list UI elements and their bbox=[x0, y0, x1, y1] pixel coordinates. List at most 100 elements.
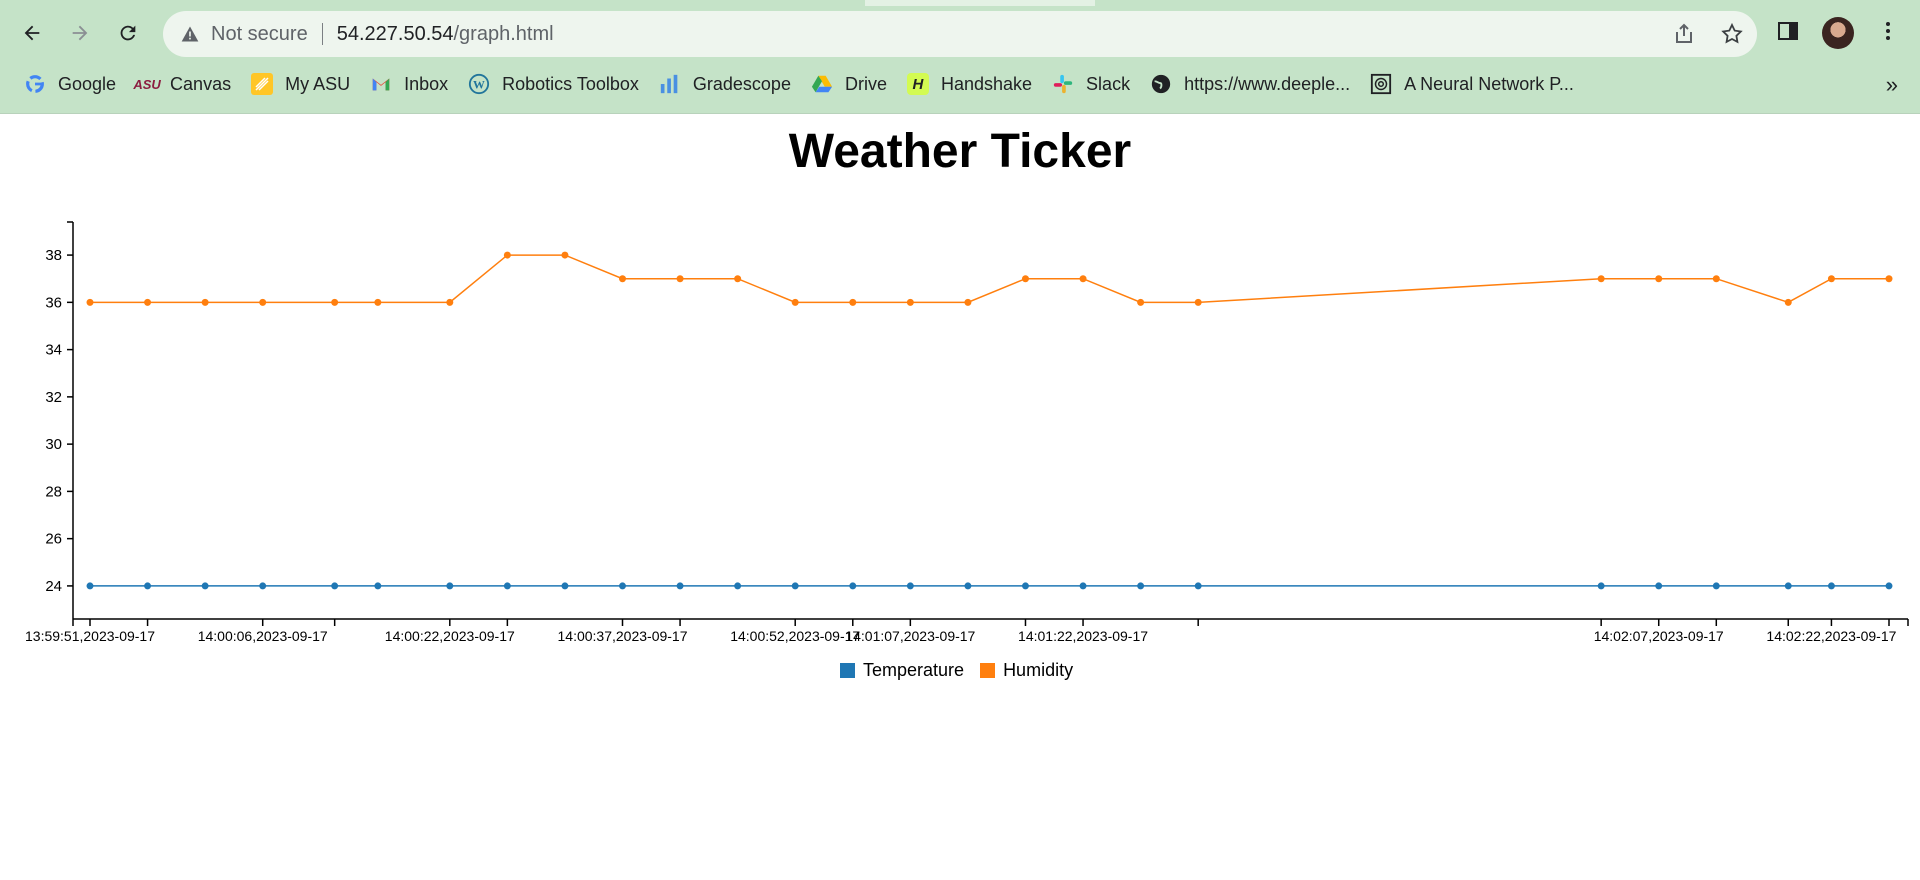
data-point-temperature bbox=[1137, 582, 1145, 590]
x-tick-label: 14:01:07,2023-09-17 bbox=[845, 628, 975, 644]
bookmark-inbox[interactable]: Inbox bbox=[360, 67, 458, 101]
data-point-humidity bbox=[1655, 275, 1663, 283]
data-point-temperature bbox=[1827, 582, 1835, 590]
data-point-temperature bbox=[259, 582, 267, 590]
data-point-humidity bbox=[676, 275, 684, 283]
data-point-humidity bbox=[1885, 275, 1893, 283]
data-point-temperature bbox=[849, 582, 857, 590]
gradescope-icon bbox=[659, 73, 681, 95]
data-point-temperature bbox=[1712, 582, 1720, 590]
data-point-temperature bbox=[561, 582, 569, 590]
data-point-humidity bbox=[374, 298, 382, 306]
data-point-humidity bbox=[561, 251, 569, 259]
bookmark-label: Canvas bbox=[170, 73, 232, 94]
back-button[interactable] bbox=[12, 13, 52, 53]
data-point-humidity bbox=[1137, 298, 1145, 306]
y-tick-label: 26 bbox=[45, 531, 62, 548]
bookmark-gradescope[interactable]: Gradescope bbox=[649, 67, 801, 101]
bookmark-my-asu[interactable]: My ASU bbox=[241, 67, 360, 101]
x-tick-label: 13:59:51,2023-09-17 bbox=[25, 628, 155, 644]
data-point-temperature bbox=[503, 582, 511, 590]
data-point-temperature bbox=[1655, 582, 1663, 590]
data-point-temperature bbox=[619, 582, 627, 590]
data-point-humidity bbox=[1194, 298, 1202, 306]
url-path: /graph.html bbox=[453, 22, 554, 45]
tab-strip bbox=[0, 0, 1920, 6]
security-status[interactable]: Not secure bbox=[211, 22, 308, 45]
reload-button[interactable] bbox=[108, 13, 148, 53]
bookmark-google[interactable]: Google bbox=[14, 67, 126, 101]
bookmark-slack[interactable]: Slack bbox=[1042, 67, 1140, 101]
forward-button[interactable] bbox=[60, 13, 100, 53]
x-tick-label: 14:00:22,2023-09-17 bbox=[385, 628, 515, 644]
google-icon bbox=[24, 73, 46, 95]
profile-avatar[interactable] bbox=[1822, 17, 1854, 49]
bookmark-star-icon[interactable] bbox=[1719, 21, 1745, 47]
svg-text:W: W bbox=[473, 78, 485, 92]
bookmark-label: Drive bbox=[844, 73, 887, 94]
bookmark-label: Gradescope bbox=[692, 73, 791, 94]
data-point-temperature bbox=[86, 582, 94, 590]
page-title: Weather Ticker bbox=[788, 125, 1132, 178]
data-point-humidity bbox=[1079, 275, 1087, 283]
warning-triangle-icon[interactable] bbox=[179, 23, 201, 45]
bookmark-neural-network[interactable]: A Neural Network P... bbox=[1360, 67, 1584, 101]
data-point-humidity bbox=[906, 298, 914, 306]
y-tick-label: 38 bbox=[45, 247, 62, 264]
bookmark-label: Handshake bbox=[940, 73, 1033, 94]
url-host: 54.227.50.54 bbox=[336, 22, 454, 45]
bookmark-drive[interactable]: Drive bbox=[801, 67, 897, 101]
legend-label-temperature: Temperature bbox=[863, 660, 965, 680]
data-point-humidity bbox=[503, 251, 511, 259]
data-point-humidity bbox=[1712, 275, 1720, 283]
data-point-humidity bbox=[849, 298, 857, 306]
data-point-humidity bbox=[144, 298, 152, 306]
data-point-temperature bbox=[906, 582, 914, 590]
bookmark-deeplearning[interactable]: https://www.deeple... bbox=[1140, 67, 1360, 101]
address-bar[interactable]: Not secure 54.227.50.54/graph.html bbox=[163, 11, 1757, 57]
data-point-temperature bbox=[331, 582, 339, 590]
myasu-icon bbox=[251, 73, 274, 95]
active-tab-indicator[interactable] bbox=[865, 0, 1095, 6]
data-point-humidity bbox=[1597, 275, 1605, 283]
data-point-temperature bbox=[1784, 582, 1792, 590]
side-panel-icon[interactable] bbox=[1776, 19, 1800, 48]
share-icon[interactable] bbox=[1671, 21, 1697, 47]
page-content: Weather Ticker 24 26 28 30 32 34 36 38 13:59:51,… bbox=[0, 114, 1920, 880]
data-point-humidity bbox=[1784, 298, 1792, 306]
data-point-temperature bbox=[676, 582, 684, 590]
x-tick-label: 14:02:22,2023-09-17 bbox=[1766, 628, 1896, 644]
divider bbox=[0, 113, 1920, 114]
chart-legend: Temperature Humidity bbox=[840, 660, 1079, 681]
x-tick-label: 14:02:07,2023-09-17 bbox=[1594, 628, 1724, 644]
bookmark-handshake[interactable]: H Handshake bbox=[897, 67, 1042, 101]
browser-toolbar: Not secure 54.227.50.54/graph.html bbox=[0, 6, 1920, 60]
more-menu-icon[interactable] bbox=[1876, 19, 1900, 48]
url-text[interactable]: 54.227.50.54/graph.html bbox=[337, 23, 554, 46]
y-tick-label: 36 bbox=[45, 294, 62, 311]
x-tick-label: 14:00:06,2023-09-17 bbox=[198, 628, 328, 644]
asu-icon: ASU bbox=[133, 76, 161, 92]
y-tick-label: 34 bbox=[45, 342, 62, 359]
bookmark-label: Slack bbox=[1086, 73, 1131, 94]
data-point-humidity bbox=[331, 298, 339, 306]
bookmarks-overflow-button[interactable]: » bbox=[1885, 72, 1898, 97]
data-point-humidity bbox=[259, 298, 267, 306]
data-point-temperature bbox=[791, 582, 799, 590]
gmail-icon bbox=[370, 73, 392, 95]
globe-icon bbox=[1150, 73, 1172, 95]
data-point-humidity bbox=[964, 298, 972, 306]
bookmarks-bar: Google ASU Canvas My ASU Inbox W Robotic… bbox=[14, 63, 1584, 105]
data-point-humidity bbox=[619, 275, 627, 283]
data-point-temperature bbox=[1597, 582, 1605, 590]
data-point-temperature bbox=[144, 582, 152, 590]
bookmark-label: A Neural Network P... bbox=[1404, 73, 1574, 94]
bookmark-robotics-toolbox[interactable]: W Robotics Toolbox bbox=[458, 67, 649, 101]
bookmark-canvas[interactable]: ASU Canvas bbox=[126, 67, 241, 101]
data-point-humidity bbox=[446, 298, 454, 306]
y-tick-label: 32 bbox=[45, 389, 62, 406]
legend-item-temperature: Temperature bbox=[840, 660, 964, 681]
data-point-humidity bbox=[86, 298, 94, 306]
y-tick-label: 28 bbox=[45, 483, 62, 500]
data-point-temperature bbox=[1885, 582, 1893, 590]
